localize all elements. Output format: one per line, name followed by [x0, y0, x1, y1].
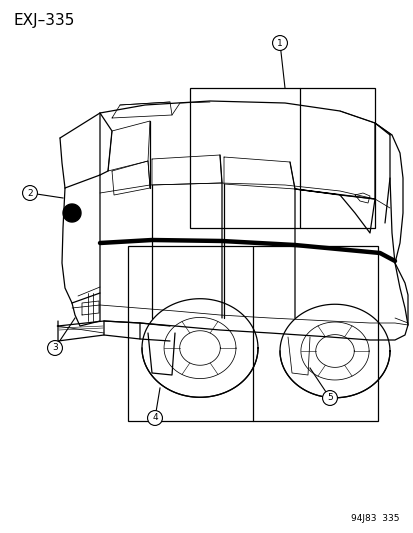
Text: 3: 3: [52, 343, 58, 352]
Circle shape: [22, 185, 37, 200]
Circle shape: [272, 36, 287, 51]
Text: 4: 4: [152, 414, 157, 423]
Text: 2: 2: [27, 189, 33, 198]
Bar: [128, 246, 377, 421]
Circle shape: [47, 341, 62, 356]
Text: 94J83  335: 94J83 335: [351, 514, 399, 523]
Circle shape: [322, 391, 337, 406]
Polygon shape: [63, 204, 81, 222]
Text: EXJ–335: EXJ–335: [14, 13, 75, 28]
Text: 1: 1: [276, 38, 282, 47]
Text: 5: 5: [326, 393, 332, 402]
Bar: [190, 88, 374, 228]
Circle shape: [147, 410, 162, 425]
